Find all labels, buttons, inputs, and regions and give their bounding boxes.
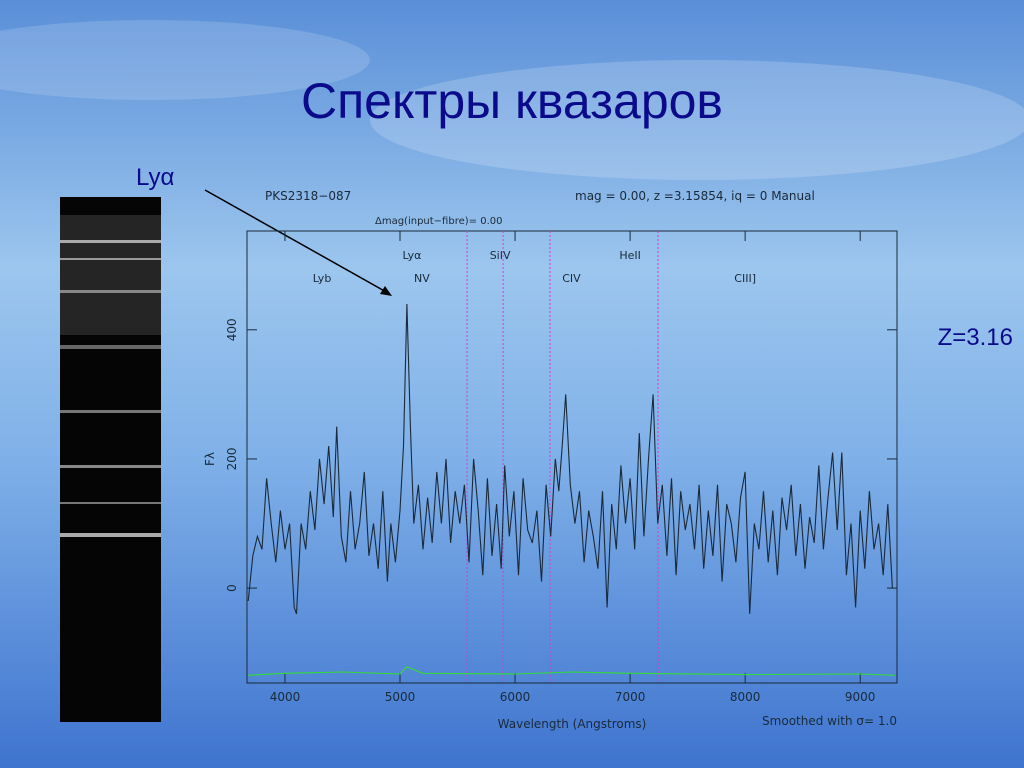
pointer-label: Lyα: [136, 164, 174, 191]
image-line: [60, 345, 161, 349]
x-tick-label: 7000: [615, 690, 646, 704]
redshift-label: Z=3.16: [938, 324, 1013, 351]
y-tick-label: 400: [225, 318, 239, 341]
cloud: [0, 20, 370, 100]
x-tick-label: 6000: [500, 690, 531, 704]
spectrum-line: [247, 303, 893, 615]
image-line: [60, 465, 161, 468]
spectrum-line: [248, 666, 895, 676]
slide-title: Спектры квазаров: [301, 73, 723, 129]
x-tick-label: 8000: [730, 690, 761, 704]
line-label: NV: [414, 272, 430, 285]
spectrum-image: [60, 197, 161, 722]
chart-note: Δmag(input−fibre)= 0.00: [375, 216, 502, 227]
cloud: [370, 60, 1024, 180]
pointer-arrow: [204, 189, 389, 294]
image-line: [60, 258, 161, 260]
chart: PKS2318−087 mag = 0.00, z =3.15854, iq =…: [203, 189, 898, 731]
line-label: SiIV: [490, 249, 511, 262]
y-axis-label: Fλ: [203, 452, 217, 466]
image-line: [60, 240, 161, 243]
image-line: [60, 290, 161, 293]
image-line: [60, 502, 161, 504]
x-axis-label: Wavelength (Angstroms): [498, 717, 647, 731]
x-tick-label: 4000: [270, 690, 301, 704]
y-tick-label: 0: [225, 584, 239, 592]
arrow-head: [380, 286, 392, 296]
line-label: CIV: [562, 272, 581, 285]
line-label: Lyb: [313, 272, 332, 285]
line-label: CIII]: [734, 272, 756, 285]
y-tick-label: 200: [225, 447, 239, 470]
image-line: [60, 533, 161, 537]
line-label: HeII: [619, 249, 641, 262]
plot-frame: [246, 230, 898, 684]
x-tick-label: 5000: [385, 690, 416, 704]
chart-subtitle: mag = 0.00, z =3.15854, iq = 0 Manual: [575, 189, 815, 203]
image-band: [60, 215, 161, 335]
line-label: Lyα: [403, 249, 422, 262]
x-tick-label: 9000: [845, 690, 876, 704]
image-line: [60, 410, 161, 413]
smoothing-note: Smoothed with σ= 1.0: [762, 714, 897, 728]
chart-title: PKS2318−087: [265, 189, 351, 203]
